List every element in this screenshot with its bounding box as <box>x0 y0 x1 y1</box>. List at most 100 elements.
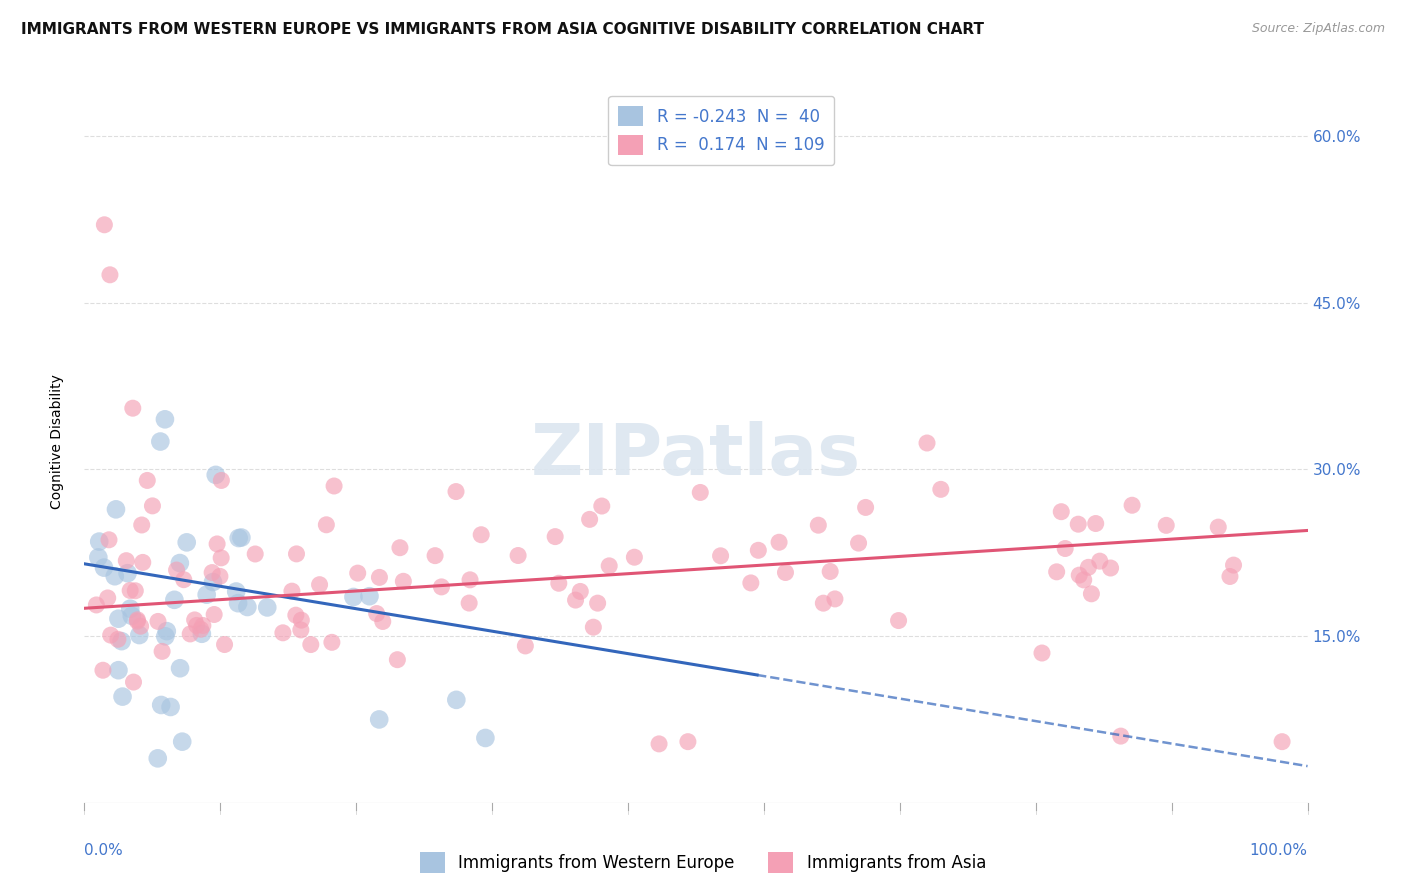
Point <box>1219 569 1241 583</box>
Point <box>368 570 391 584</box>
Point <box>284 608 307 623</box>
Point <box>136 474 159 488</box>
Point <box>1031 646 1053 660</box>
Point <box>1109 729 1132 743</box>
Point <box>245 547 267 561</box>
Point <box>446 693 468 707</box>
Point <box>122 675 145 690</box>
Point <box>807 518 830 533</box>
Point <box>208 569 231 583</box>
Text: 0.0%: 0.0% <box>84 843 124 857</box>
Point <box>1084 516 1107 531</box>
Point <box>458 573 481 587</box>
Point <box>648 737 671 751</box>
Point <box>209 550 232 565</box>
Point <box>1046 565 1069 579</box>
Point <box>97 591 120 605</box>
Text: 100.0%: 100.0% <box>1250 843 1308 857</box>
Point <box>190 622 212 636</box>
Point <box>747 543 769 558</box>
Point <box>98 533 121 547</box>
Point <box>127 613 149 627</box>
Point <box>290 613 312 627</box>
Point <box>98 268 121 282</box>
Point <box>195 588 218 602</box>
Point <box>423 549 446 563</box>
Point <box>150 644 173 658</box>
Point <box>225 584 247 599</box>
Point <box>104 569 127 583</box>
Point <box>598 558 620 573</box>
Point <box>117 566 139 581</box>
Point <box>107 612 129 626</box>
Point <box>368 713 391 727</box>
Point <box>387 653 409 667</box>
Point <box>544 530 567 544</box>
Point <box>128 628 150 642</box>
Point <box>308 577 330 591</box>
Point <box>315 517 337 532</box>
Point <box>1271 734 1294 748</box>
Point <box>132 555 155 569</box>
Text: Source: ZipAtlas.com: Source: ZipAtlas.com <box>1251 22 1385 36</box>
Text: ZIPatlas: ZIPatlas <box>531 422 860 491</box>
Point <box>129 619 152 633</box>
Point <box>201 566 224 580</box>
Point <box>107 663 129 677</box>
Point <box>146 751 169 765</box>
Point <box>323 479 346 493</box>
Point <box>470 527 492 541</box>
Point <box>848 536 870 550</box>
Point <box>155 629 177 643</box>
Point <box>578 512 600 526</box>
Point <box>87 550 110 565</box>
Point <box>281 584 304 599</box>
Point <box>506 549 529 563</box>
Point <box>153 412 176 426</box>
Point <box>271 625 294 640</box>
Point <box>214 638 236 652</box>
Point <box>186 618 208 632</box>
Point <box>166 563 188 577</box>
Point <box>1050 505 1073 519</box>
Point <box>371 615 394 629</box>
Point <box>176 535 198 549</box>
Point <box>458 596 481 610</box>
Point <box>366 607 388 621</box>
Point <box>236 599 259 614</box>
Point <box>564 593 586 607</box>
Point <box>1054 541 1077 556</box>
Point <box>111 690 134 704</box>
Point <box>689 485 711 500</box>
Point <box>91 663 114 677</box>
Point <box>231 531 253 545</box>
Point <box>93 560 115 574</box>
Point <box>163 592 186 607</box>
Point <box>226 596 249 610</box>
Point <box>107 632 129 647</box>
Point <box>100 628 122 642</box>
Point <box>159 700 181 714</box>
Point <box>887 614 910 628</box>
Point <box>202 607 225 622</box>
Point <box>1073 573 1095 587</box>
Point <box>228 531 250 545</box>
Point <box>915 436 938 450</box>
Legend: Immigrants from Western Europe, Immigrants from Asia: Immigrants from Western Europe, Immigran… <box>413 846 993 880</box>
Point <box>818 565 841 579</box>
Point <box>591 499 613 513</box>
Point <box>149 434 172 449</box>
Point <box>93 218 115 232</box>
Point <box>1121 498 1143 512</box>
Point <box>285 547 308 561</box>
Point <box>191 627 214 641</box>
Point <box>444 484 467 499</box>
Point <box>1067 517 1090 532</box>
Point <box>115 554 138 568</box>
Point <box>146 615 169 629</box>
Point <box>183 613 205 627</box>
Point <box>131 518 153 533</box>
Point <box>321 635 343 649</box>
Point <box>1206 520 1229 534</box>
Point <box>1154 518 1177 533</box>
